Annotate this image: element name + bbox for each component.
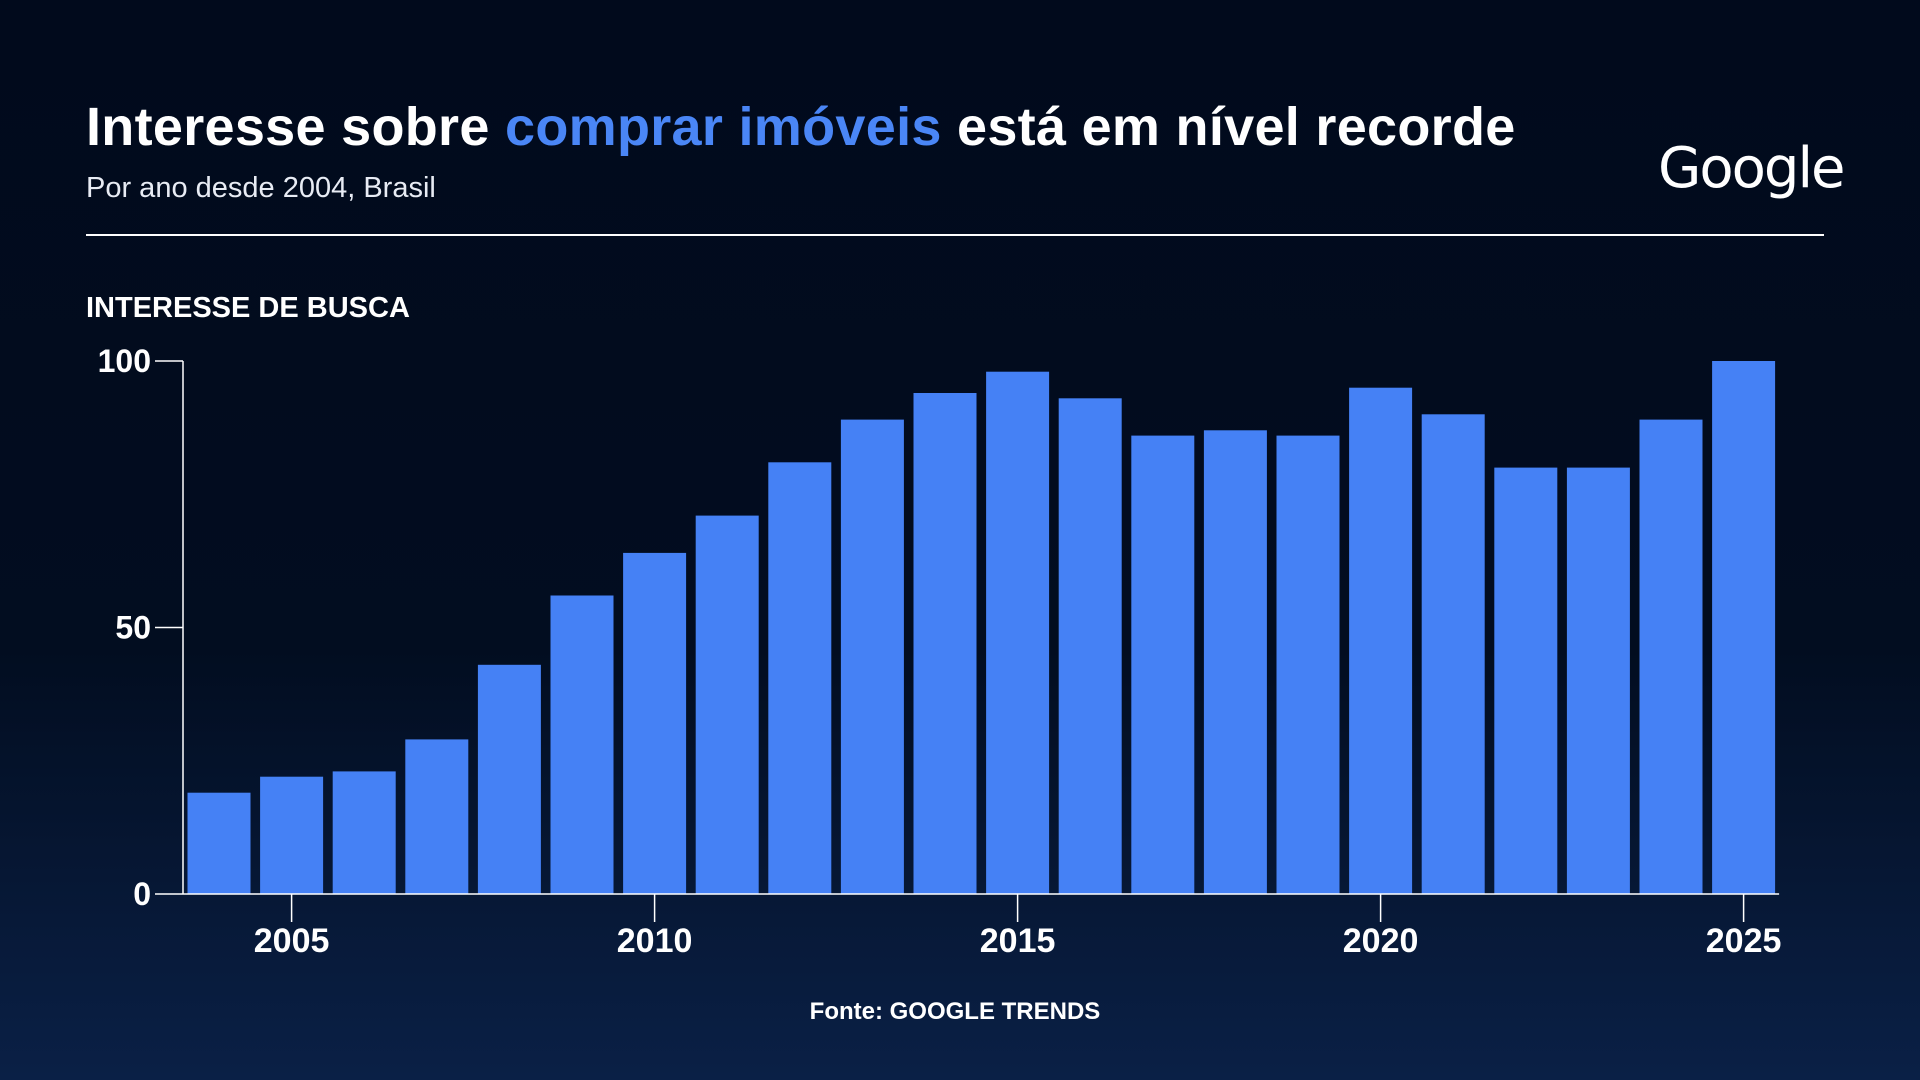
source-note: Fonte: GOOGLE TRENDS [809,998,1101,1025]
bar-2004 [187,792,251,894]
bar-2022 [1494,467,1558,894]
chart-subtitle: Por ano desde 2004, Brasil [86,172,436,204]
bar-2016 [1058,398,1122,894]
bar-2007 [405,739,469,894]
x-tick-label-2025: 2025 [1706,922,1782,960]
header-divider [86,234,1824,236]
bar-2014 [913,393,977,894]
bar-2021 [1421,414,1485,894]
bar-2019 [1276,435,1340,894]
bar-2009 [550,595,614,894]
x-tick-label-2015: 2015 [980,922,1056,960]
chart-title: Interesse sobre comprar imóveis está em … [86,96,1516,158]
bar-2013 [840,419,904,894]
bar-2010 [623,552,687,894]
title-highlight: comprar imóveis [505,97,942,157]
bar-2020 [1349,387,1413,894]
axes-group: 0 50 100 2005 2010 2015 2020 2025 [98,343,1782,960]
bar-2006 [332,771,396,894]
bar-2005 [260,776,324,894]
y-tick-label-100: 100 [98,343,151,379]
x-tick-label-2010: 2010 [617,922,693,960]
bar-2012 [768,462,832,894]
bar-2015 [986,371,1050,894]
y-axis-label: INTERESSE DE BUSCA [86,292,410,324]
x-tick-label-2020: 2020 [1343,922,1419,960]
x-tick-label-2005: 2005 [254,922,330,960]
bar-2011 [695,515,759,894]
bar-2023 [1566,467,1630,894]
y-tick-label-0: 0 [133,876,151,912]
google-logo: Google [1658,136,1845,201]
y-tick-label-50: 50 [115,610,151,646]
bar-2008 [477,664,541,894]
bar-2024 [1639,419,1703,894]
title-part-1: Interesse sobre [86,97,506,157]
bar-2025 [1712,361,1776,894]
title-part-2: está em nível recorde [941,97,1516,157]
bar-2017 [1131,435,1195,894]
bars-group [187,361,1776,894]
bar-2018 [1203,430,1267,894]
